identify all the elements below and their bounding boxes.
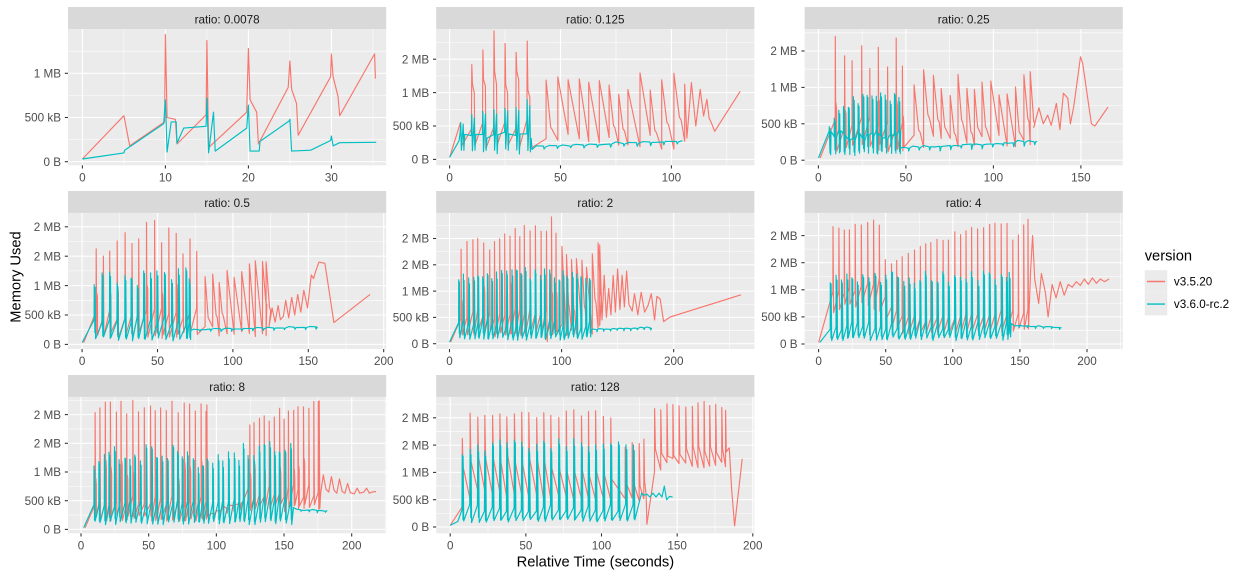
svg-text:500 kB: 500 kB — [761, 118, 798, 131]
svg-text:0 B: 0 B — [43, 524, 61, 537]
svg-text:1 MB: 1 MB — [402, 467, 429, 480]
svg-text:100: 100 — [943, 355, 963, 368]
svg-text:0 B: 0 B — [412, 154, 430, 167]
svg-text:50: 50 — [142, 539, 156, 552]
svg-text:2 MB: 2 MB — [34, 250, 61, 263]
svg-text:2 MB: 2 MB — [770, 230, 797, 243]
svg-text:2 MB: 2 MB — [402, 259, 429, 272]
svg-text:0 B: 0 B — [412, 521, 430, 534]
svg-text:0: 0 — [78, 539, 85, 552]
svg-text:2 MB: 2 MB — [770, 45, 797, 58]
svg-text:0: 0 — [446, 171, 453, 184]
svg-text:ratio: 0.25: ratio: 0.25 — [938, 13, 990, 26]
svg-text:0: 0 — [815, 171, 822, 184]
svg-text:50: 50 — [554, 171, 568, 184]
svg-text:2 MB: 2 MB — [402, 412, 429, 425]
svg-text:0: 0 — [815, 355, 822, 368]
svg-text:0 B: 0 B — [43, 339, 61, 352]
svg-text:200: 200 — [342, 539, 362, 552]
svg-text:2 MB: 2 MB — [402, 53, 429, 66]
svg-text:1 MB: 1 MB — [402, 285, 429, 298]
svg-text:50: 50 — [151, 355, 165, 368]
svg-text:ratio: 4: ratio: 4 — [946, 197, 982, 210]
svg-text:100: 100 — [662, 171, 682, 184]
svg-text:150: 150 — [1071, 171, 1091, 184]
svg-text:150: 150 — [274, 539, 294, 552]
svg-text:ratio: 0.125: ratio: 0.125 — [566, 13, 625, 26]
svg-text:2 MB: 2 MB — [770, 257, 797, 270]
svg-text:20: 20 — [242, 171, 256, 184]
svg-text:1 MB: 1 MB — [402, 87, 429, 100]
svg-text:ratio: 0.5: ratio: 0.5 — [204, 197, 250, 210]
svg-text:200: 200 — [374, 355, 394, 368]
svg-text:1 MB: 1 MB — [34, 466, 61, 479]
svg-text:500 kB: 500 kB — [393, 494, 430, 507]
svg-text:200: 200 — [1077, 355, 1097, 368]
svg-text:100: 100 — [984, 171, 1004, 184]
svg-text:version: version — [1145, 249, 1192, 265]
svg-text:v3.5.20: v3.5.20 — [1174, 276, 1213, 289]
svg-text:2 MB: 2 MB — [402, 439, 429, 452]
svg-text:500 kB: 500 kB — [761, 311, 798, 324]
svg-text:500 kB: 500 kB — [25, 112, 62, 125]
svg-text:0 B: 0 B — [412, 338, 430, 351]
svg-text:ratio: 8: ratio: 8 — [209, 381, 245, 394]
svg-text:500 kB: 500 kB — [25, 495, 62, 508]
svg-text:1 MB: 1 MB — [34, 280, 61, 293]
svg-text:50: 50 — [879, 355, 893, 368]
svg-text:50: 50 — [519, 539, 533, 552]
svg-text:1 MB: 1 MB — [770, 284, 797, 297]
svg-text:0 B: 0 B — [43, 156, 61, 169]
svg-text:ratio: 0.0078: ratio: 0.0078 — [195, 13, 260, 26]
svg-text:1 MB: 1 MB — [770, 82, 797, 95]
svg-text:2 MB: 2 MB — [34, 438, 61, 451]
svg-text:500 kB: 500 kB — [25, 309, 62, 322]
svg-text:200: 200 — [664, 355, 684, 368]
svg-text:v3.6.0-rc.2: v3.6.0-rc.2 — [1174, 298, 1229, 311]
svg-text:0: 0 — [79, 355, 86, 368]
svg-text:ratio: 128: ratio: 128 — [571, 381, 620, 394]
svg-text:100: 100 — [592, 539, 612, 552]
svg-text:0 B: 0 B — [780, 154, 798, 167]
svg-text:Memory Used: Memory Used — [9, 231, 25, 322]
svg-text:0: 0 — [446, 355, 453, 368]
svg-text:0: 0 — [447, 539, 454, 552]
svg-text:150: 150 — [667, 539, 687, 552]
svg-text:0 B: 0 B — [780, 338, 798, 351]
svg-text:150: 150 — [1010, 355, 1030, 368]
svg-text:10: 10 — [159, 171, 173, 184]
svg-text:30: 30 — [325, 171, 339, 184]
svg-text:ratio: 2: ratio: 2 — [577, 197, 613, 210]
svg-text:50: 50 — [899, 171, 913, 184]
svg-text:500 kB: 500 kB — [393, 120, 430, 133]
svg-text:1 MB: 1 MB — [34, 68, 61, 81]
svg-text:100: 100 — [552, 355, 572, 368]
svg-text:500 kB: 500 kB — [393, 312, 430, 325]
svg-text:Relative Time (seconds): Relative Time (seconds) — [517, 555, 675, 571]
svg-text:150: 150 — [299, 355, 319, 368]
svg-text:0: 0 — [79, 171, 86, 184]
svg-text:2 MB: 2 MB — [34, 409, 61, 422]
svg-text:100: 100 — [207, 539, 227, 552]
svg-text:100: 100 — [223, 355, 243, 368]
svg-text:200: 200 — [743, 539, 763, 552]
svg-text:2 MB: 2 MB — [34, 221, 61, 234]
svg-text:2 MB: 2 MB — [402, 233, 429, 246]
